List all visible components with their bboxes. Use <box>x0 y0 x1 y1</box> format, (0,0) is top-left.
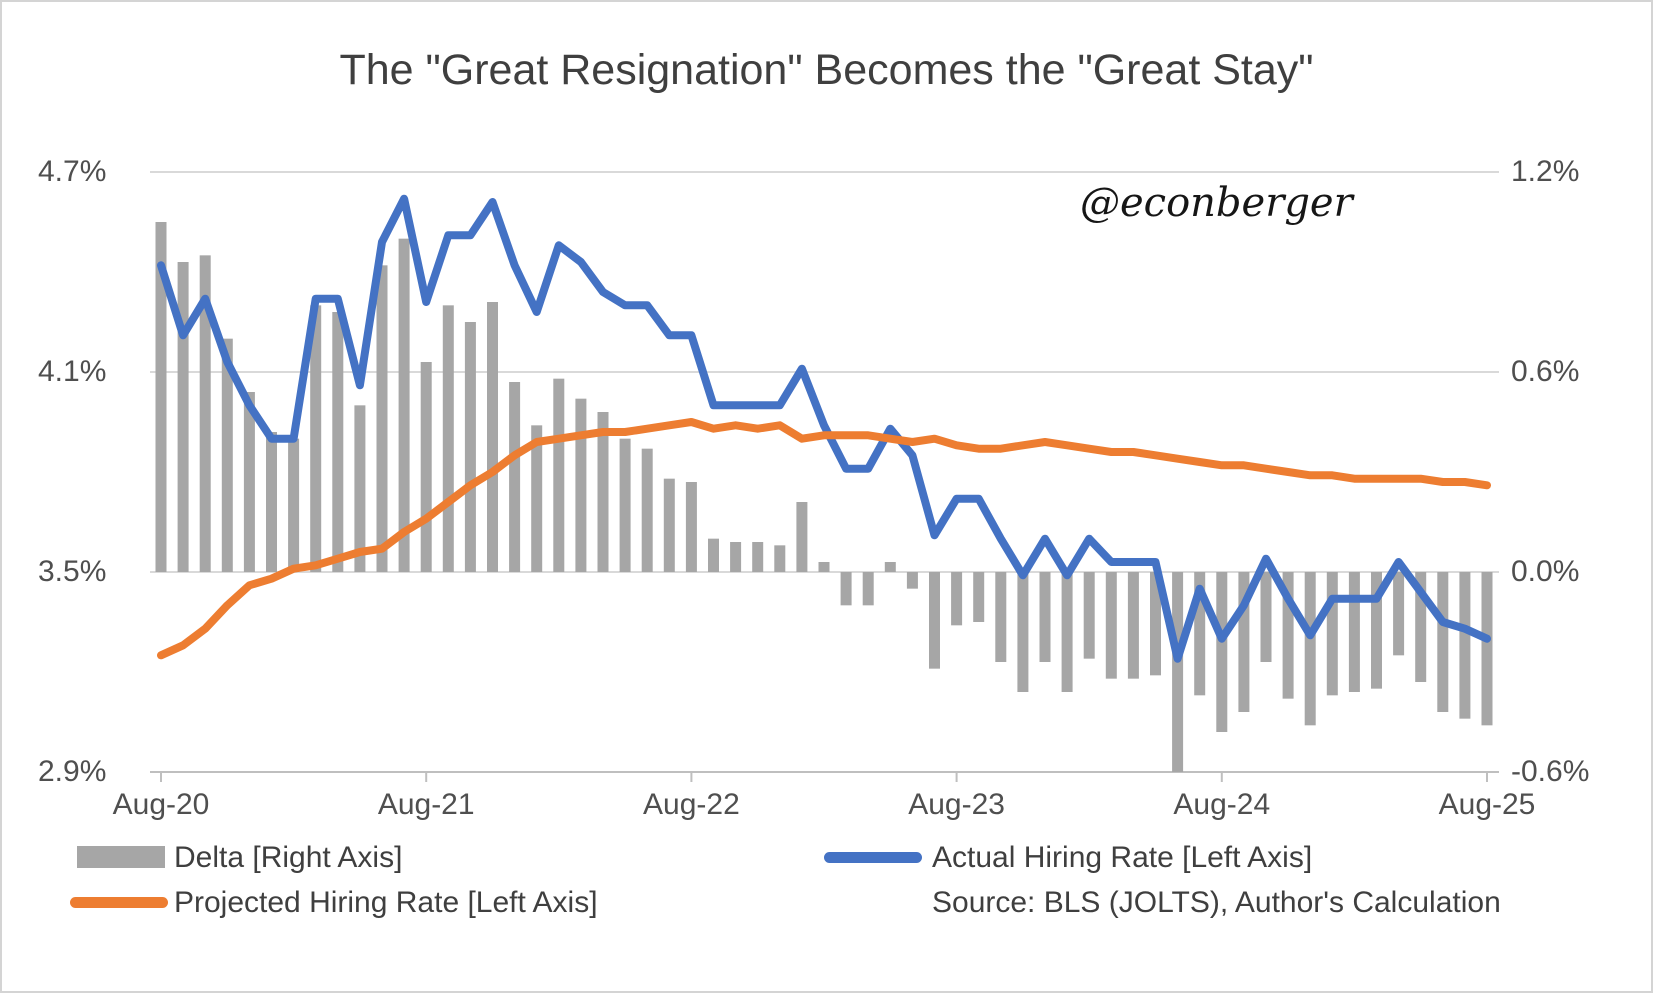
actual-hiring-rate-line <box>157 194 1491 663</box>
delta-bar <box>862 572 874 606</box>
legend-label-actual: Actual Hiring Rate [Left Axis] <box>932 841 1313 874</box>
delta-bar <box>1459 572 1471 719</box>
delta-bar <box>442 305 454 572</box>
delta-bar <box>1371 572 1382 689</box>
delta-bar <box>509 382 521 572</box>
x-axis-tick-label: Aug-21 <box>377 788 475 821</box>
delta-bar <box>1481 572 1493 726</box>
delta-bar <box>531 425 543 572</box>
delta-bar <box>730 542 742 572</box>
right-axis-tick-label: 1.2% <box>1511 155 1580 188</box>
delta-bar <box>995 572 1007 662</box>
delta-bar <box>243 392 255 572</box>
delta-bar <box>685 482 697 572</box>
delta-bar <box>774 545 786 572</box>
x-axis-tick-label: Aug-25 <box>1438 788 1536 821</box>
delta-bar <box>1216 572 1228 732</box>
delta-bar <box>354 405 366 572</box>
delta-bar <box>1282 572 1294 699</box>
right-axis-tick-label: 0.0% <box>1511 555 1580 588</box>
delta-bar <box>1393 572 1405 656</box>
delta-bar <box>1304 572 1316 726</box>
delta-bar <box>1326 572 1338 696</box>
projected-line-swatch-icon <box>70 897 168 908</box>
delta-bar <box>1415 572 1427 682</box>
delta-bar <box>376 265 388 572</box>
left-axis-tick-label: 4.7% <box>38 155 107 188</box>
actual-line-swatch-icon <box>824 852 922 863</box>
delta-bar <box>420 362 432 572</box>
delta-bar <box>332 312 344 572</box>
x-axis-tick-label: Aug-22 <box>643 788 740 821</box>
delta-bar-swatch-icon <box>77 846 165 868</box>
delta-bar <box>266 432 277 572</box>
chart-title: The "Great Resignation" Becomes the "Gre… <box>339 46 1314 94</box>
left-axis-tick-label: 2.9% <box>38 755 107 788</box>
delta-bar <box>1039 572 1051 662</box>
delta-bar <box>487 302 498 572</box>
delta-bar <box>1150 572 1161 676</box>
projected-hiring-rate-line <box>157 418 1491 660</box>
delta-bar <box>464 322 476 572</box>
delta-bar <box>752 542 764 572</box>
delta-bar <box>708 538 719 572</box>
delta-bar <box>597 412 609 572</box>
delta-bar <box>929 572 940 669</box>
delta-bar <box>1127 572 1139 679</box>
watermark: @econberger <box>1080 180 1353 226</box>
delta-bar <box>1172 572 1184 772</box>
delta-bar <box>951 572 963 626</box>
delta-bar <box>575 398 587 572</box>
delta-bar <box>1194 572 1206 696</box>
delta-bar <box>1260 572 1272 662</box>
right-axis-tick-label: 0.6% <box>1511 355 1580 388</box>
delta-bar <box>884 562 896 572</box>
x-axis-tick-label: Aug-20 <box>112 788 210 821</box>
left-axis-tick-label: 3.5% <box>38 555 107 588</box>
delta-bar <box>1083 572 1095 659</box>
delta-bar <box>906 572 918 589</box>
legend-label-projected: Projected Hiring Rate [Left Axis] <box>174 886 598 919</box>
x-axis-tick-label: Aug-23 <box>908 788 1005 821</box>
delta-bar <box>288 438 300 572</box>
right-axis-tick-label: -0.6% <box>1511 755 1590 788</box>
delta-bar <box>553 378 565 572</box>
delta-bar <box>663 478 675 572</box>
delta-bar <box>1017 572 1029 692</box>
x-axis-tick-label: Aug-24 <box>1173 788 1271 821</box>
delta-bar <box>199 255 211 573</box>
source-note: Source: BLS (JOLTS), Author's Calculatio… <box>932 886 1501 919</box>
delta-bar <box>221 338 233 572</box>
delta-bar <box>1105 572 1117 679</box>
delta-bar <box>641 448 653 572</box>
left-axis-tick-label: 4.1% <box>38 355 107 388</box>
delta-bar <box>840 572 852 606</box>
delta-bar <box>1437 572 1449 712</box>
delta-bar <box>619 438 631 572</box>
delta-bar <box>818 562 830 572</box>
delta-bar <box>310 305 322 572</box>
delta-bar <box>155 222 167 572</box>
delta-bar <box>973 572 985 622</box>
delta-bar <box>1061 572 1073 692</box>
delta-bar <box>1238 572 1250 712</box>
delta-bar <box>796 502 808 572</box>
legend-label-delta: Delta [Right Axis] <box>174 841 403 874</box>
delta-bar <box>177 262 189 572</box>
delta-bar <box>1348 572 1360 692</box>
delta-bar <box>398 238 410 572</box>
